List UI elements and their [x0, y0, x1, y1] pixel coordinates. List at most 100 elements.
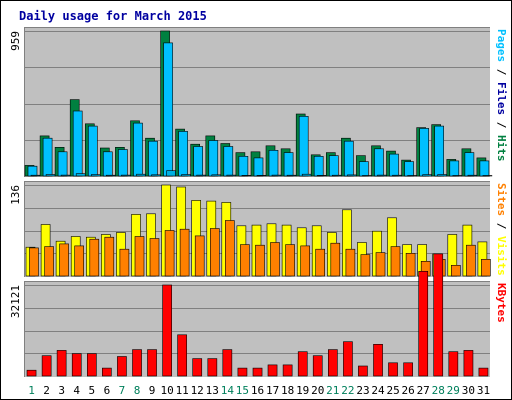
pages-bar-day-4: [75, 173, 86, 177]
legend-item: Files: [495, 82, 508, 115]
pages-bar-day-19: [301, 173, 312, 177]
pages-bar-day-2: [45, 174, 56, 177]
sites-bar-day-19: [300, 245, 311, 277]
sites-bar-day-14: [225, 220, 235, 277]
kbytes-bar-day-13: [207, 358, 218, 377]
x-tick-label-day-19: 19: [296, 384, 309, 397]
series-legend: Pages / Files / Hits: [495, 29, 508, 162]
files-bar-day-2: [42, 137, 53, 177]
sites-bar-day-3: [59, 243, 69, 277]
x-tick-label-day-24: 24: [371, 384, 385, 397]
x-tick-label-day-12: 12: [191, 384, 204, 397]
kbytes-bar-day-12: [192, 358, 203, 377]
pages-bar-day-7: [121, 174, 131, 177]
kbytes-bar-day-14: [222, 349, 233, 377]
sites-bar-day-12: [194, 235, 205, 277]
pages-bar-day-15: [241, 175, 252, 177]
sites-bar-day-18: [285, 244, 295, 277]
files-bar-day-10: [163, 42, 173, 177]
pages-bar-day-28: [437, 174, 448, 177]
sites-bar-day-9: [149, 238, 160, 277]
files-bar-day-23: [359, 161, 369, 177]
sites-bar-day-24: [375, 252, 386, 277]
pages-bar-day-1: [30, 174, 41, 177]
kbytes-bar-day-7: [117, 356, 127, 377]
sites-bar-day-2: [44, 246, 54, 277]
kbytes-bar-day-3: [56, 350, 67, 377]
pages-bar-day-23: [362, 175, 372, 177]
x-tick-label-day-17: 17: [266, 384, 279, 397]
x-tick-label-day-20: 20: [311, 384, 324, 397]
y-axis-max-label: 959: [9, 31, 22, 51]
files-bar-day-12: [193, 146, 203, 177]
kbytes-bar-day-18: [282, 364, 293, 377]
files-bar-day-8: [133, 122, 143, 177]
legend-item: KBytes: [495, 283, 508, 323]
files-bar-day-7: [118, 149, 128, 177]
sites-bar-day-13: [210, 228, 220, 277]
kbytes-bar-day-24: [373, 343, 383, 377]
series-legend: Sites / Visits: [495, 183, 508, 276]
x-tick-label-day-7: 7: [119, 384, 126, 397]
kbytes-bar-day-22: [343, 341, 353, 377]
x-tick-label-day-2: 2: [43, 384, 50, 397]
x-tick-label-day-31: 31: [477, 384, 490, 397]
x-tick-label-day-1: 1: [28, 384, 35, 397]
panel-2: 136 Sites / Visits: [9, 181, 508, 278]
x-tick-label-day-8: 8: [134, 384, 141, 397]
x-tick-label-day-14: 14: [221, 384, 235, 397]
sites-bar-day-29: [450, 264, 461, 277]
files-bar-day-11: [178, 131, 188, 177]
files-bar-day-21: [328, 155, 339, 177]
files-bar-day-31: [479, 160, 490, 177]
sites-bar-day-7: [119, 248, 130, 277]
files-bar-day-9: [148, 140, 158, 177]
kbytes-bar-day-15: [237, 367, 248, 377]
kbytes-bar-day-6: [102, 367, 112, 377]
legend-item: Hits: [495, 135, 508, 162]
pages-bar-day-9: [151, 174, 161, 177]
files-bar-day-28: [434, 125, 445, 177]
pages-bar-day-17: [271, 174, 282, 177]
pages-bar-day-26: [407, 175, 417, 177]
pages-bar-day-10: [166, 170, 176, 177]
files-bar-day-24: [374, 148, 384, 177]
x-tick-label-day-21: 21: [326, 384, 339, 397]
kbytes-bar-day-19: [297, 351, 308, 377]
kbytes-bar-day-29: [448, 351, 459, 377]
kbytes-bar-day-27: [418, 270, 429, 377]
legend-item: /: [495, 62, 508, 82]
pages-bar-day-12: [196, 174, 206, 177]
chart-title: Daily usage for March 2015: [19, 9, 207, 23]
files-bar-day-4: [72, 110, 83, 177]
kbytes-bar-day-16: [252, 367, 263, 377]
files-bar-day-20: [313, 156, 324, 177]
sites-bar-day-21: [330, 242, 341, 277]
pages-bar-day-14: [226, 174, 237, 177]
kbytes-bar-day-21: [327, 349, 338, 377]
pages-bar-day-29: [452, 175, 463, 177]
y-axis-max-label: 32121: [9, 285, 22, 318]
files-bar-day-27: [419, 128, 430, 177]
sites-bar-day-22: [345, 248, 356, 277]
files-bar-day-29: [449, 160, 460, 177]
x-tick-label-day-9: 9: [149, 384, 156, 397]
files-bar-day-3: [57, 151, 68, 177]
pages-bar-day-31: [482, 175, 493, 177]
pages-bar-day-18: [286, 174, 297, 177]
files-bar-day-6: [103, 151, 113, 177]
pages-bar-day-16: [256, 175, 267, 177]
x-tick-label-day-15: 15: [236, 384, 249, 397]
files-bar-day-16: [253, 157, 264, 177]
x-tick-label-day-30: 30: [462, 384, 475, 397]
x-tick-label-day-27: 27: [417, 384, 430, 397]
pages-bar-day-21: [331, 174, 342, 177]
kbytes-bar-day-5: [87, 353, 97, 377]
sites-bar-day-5: [89, 238, 100, 277]
sites-bar-day-11: [179, 228, 190, 277]
pages-bar-day-6: [106, 174, 116, 177]
panel-3-background: [24, 281, 491, 378]
y-axis-max-label: 136: [9, 185, 22, 205]
sites-bar-day-4: [74, 245, 84, 277]
